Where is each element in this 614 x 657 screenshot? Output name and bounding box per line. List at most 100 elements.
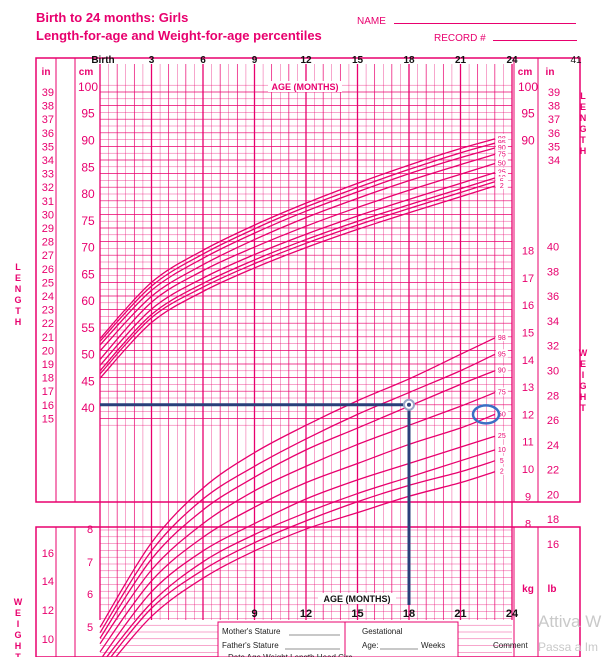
record-field-line	[493, 40, 577, 41]
unit-header-bg	[77, 67, 95, 76]
weight-curve-p98	[99, 337, 496, 628]
length-in-tick: 29	[42, 223, 54, 235]
weight-curve-label-bg	[495, 365, 508, 374]
length-in-tick: 15	[42, 413, 54, 425]
weight-kg-tick-right: 18	[522, 246, 534, 258]
weight-side-letter-right: I	[582, 370, 585, 380]
weight-curve-label-p90: 90	[498, 368, 506, 375]
weight-kg-tick-right: 12	[522, 409, 534, 421]
weight-kg-tick-right: 9	[525, 491, 531, 503]
age-tick-top: 9	[252, 55, 258, 66]
length-in-tick: 23	[42, 305, 54, 317]
weight-kg-tick-right: 8	[525, 519, 531, 531]
footer-partial-row: Date Age Weight Length Head Circ.	[228, 653, 355, 657]
length-side-letter-left: L	[15, 262, 21, 272]
length-in-tick-right: 37	[548, 114, 560, 126]
length-in-tick: 25	[42, 277, 54, 289]
weight-side-letter-left: E	[15, 608, 21, 618]
weight-lb-tick-lower: 16	[42, 548, 54, 560]
length-cm-tick: 90	[81, 134, 95, 148]
weight-lb-tick-right: 26	[547, 415, 559, 427]
weight-side-letter-right: E	[580, 359, 586, 369]
footer-mothers-stature: Mother's Stature	[222, 627, 281, 636]
length-cm-tick-right: 100	[518, 80, 538, 94]
footer-fathers-stature: Father's Stature	[222, 641, 279, 650]
footer-comment: Comment	[493, 641, 528, 650]
weight-curve-p5	[110, 460, 496, 657]
footer-age: Age:	[362, 641, 378, 650]
age-label-bg-bottom	[318, 593, 396, 604]
weight-curve-label-bg	[495, 349, 508, 358]
unit-header-bg	[37, 67, 55, 76]
length-in-tick: 16	[42, 400, 54, 412]
length-cm-tick: 60	[81, 294, 95, 308]
length-in-tick: 37	[42, 114, 54, 126]
footer-weeks: Weeks	[421, 641, 445, 650]
lower-frame	[35, 526, 581, 657]
length-curve-p98	[99, 138, 496, 340]
length-cm-tick: 50	[81, 348, 95, 362]
length-in-tick-right: 39	[548, 87, 560, 99]
length-in-tick: 34	[42, 155, 54, 167]
length-side-letter-right: T	[580, 135, 586, 145]
weight-kg-tick-lower: 7	[87, 557, 93, 569]
length-side-letter-left: H	[15, 317, 22, 327]
length-in-tick: 28	[42, 237, 54, 249]
length-in-tick-right: 34	[548, 155, 560, 167]
weight-kg-tick-right: 15	[522, 328, 534, 340]
length-side-letter-left: E	[15, 273, 21, 283]
name-label: NAME	[357, 16, 386, 27]
length-in-tick: 35	[42, 141, 54, 153]
length-in-tick: 31	[42, 196, 54, 208]
age-axis-label-top: AGE (MONTHS)	[272, 82, 339, 92]
weight-kg-tick-right: 17	[522, 273, 534, 285]
length-in-tick: 36	[42, 128, 54, 140]
weight-side-letter-left: W	[14, 597, 23, 607]
length-curve-p25	[99, 172, 496, 366]
length-in-tick: 22	[42, 318, 54, 330]
weight-curve-label-p98: 98	[498, 335, 506, 342]
weight-lb-tick-right: 30	[547, 366, 559, 378]
age-tick-top: 6	[200, 55, 206, 66]
weight-side-letter-right: W	[579, 348, 588, 358]
age-tick-top: 12	[300, 55, 312, 66]
length-in-tick: 38	[42, 101, 54, 113]
length-curve-label-bg	[495, 143, 508, 152]
length-cm-tick: 70	[81, 241, 95, 255]
length-curve-label-p90: 90	[498, 145, 506, 152]
weight-curve-label-bg	[495, 466, 508, 475]
length-curve-label-bg	[495, 133, 508, 142]
weight-kg-tick-right: 16	[522, 300, 534, 312]
age-tick-bottom: 15	[351, 608, 363, 620]
length-curve-label-bg	[495, 149, 508, 158]
weight-curve-label-bg	[495, 455, 508, 464]
age-tick-bottom: 9	[251, 608, 257, 620]
length-side-letter-left: G	[14, 295, 21, 305]
length-cm-tick: 75	[81, 214, 95, 228]
age-tick-top: 21	[455, 55, 467, 66]
weight-lb-tick-right: 20	[547, 489, 559, 501]
length-cm-tick: 65	[81, 267, 95, 281]
weight-side-letter-left: T	[15, 652, 21, 657]
weight-kg-tick-right: 11	[522, 437, 533, 449]
length-in-tick: 20	[42, 345, 54, 357]
annotations: Mother's Stature Father's Stature Gestatio…	[100, 398, 528, 657]
length-curve-p10	[99, 177, 496, 372]
length-curve-p95	[99, 142, 496, 342]
unit-header-bg	[516, 67, 534, 76]
weight-curve-label-p5: 5	[500, 458, 504, 465]
weight-curve-p2	[115, 471, 496, 657]
weight-side-letter-right: H	[580, 392, 587, 402]
length-in-tick: 17	[42, 386, 54, 398]
weight-lb-tick-right: 24	[547, 440, 559, 452]
length-in-tick-right: 35	[548, 141, 560, 153]
length-side-letter-right: L	[580, 91, 586, 101]
weight-curve-p75	[99, 391, 496, 645]
weight-lb-tick-right: 38	[547, 266, 559, 278]
weight-side-letter-left: I	[17, 619, 20, 629]
weight-side-letter-left: G	[14, 630, 21, 640]
length-curve-label-p2: 2	[500, 183, 504, 190]
length-in-tick: 33	[42, 169, 54, 181]
